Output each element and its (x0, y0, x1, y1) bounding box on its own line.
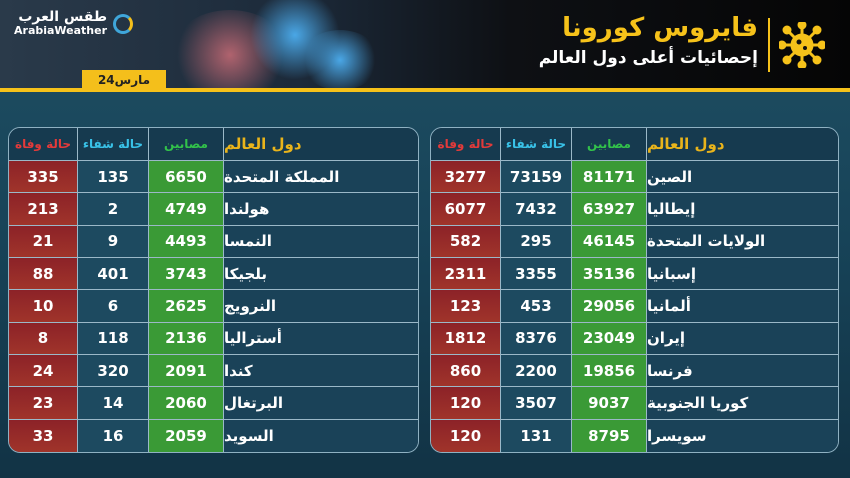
infected-cell: 6650 (149, 161, 224, 194)
recovered-cell: 401 (78, 257, 149, 291)
country-cell: فرنسا (647, 354, 838, 388)
recovered-cell: 3355 (501, 257, 572, 291)
recovered-cell: 3507 (501, 387, 572, 420)
header-infected: مصابين (149, 128, 224, 161)
deaths-cell: 24 (9, 354, 78, 388)
country-cell: إسبانيا (647, 257, 838, 291)
infected-cell: 3743 (149, 257, 224, 291)
deaths-cell: 88 (9, 257, 78, 291)
recovered-cell: 8376 (501, 322, 572, 355)
recovered-cell: 453 (501, 290, 572, 323)
recovered-cell: 14 (78, 387, 149, 420)
deaths-cell: 123 (431, 290, 501, 323)
infected-cell: 2625 (149, 290, 224, 323)
deaths-cell: 860 (431, 354, 501, 388)
country-cell: كوريا الجنوبية (647, 387, 838, 420)
country-cell: سويسرا (647, 419, 838, 452)
recovered-cell: 2200 (501, 354, 572, 388)
header-recovered: حالة شفاء (501, 128, 572, 161)
infected-cell: 4493 (149, 225, 224, 258)
deaths-cell: 120 (431, 387, 501, 420)
infected-cell: 9037 (572, 387, 647, 420)
sun-swirl-icon (113, 14, 134, 34)
stats-table-right: حالة وفاة حالة شفاء مصابين دول العالم 3277 73… (430, 127, 839, 453)
deaths-cell: 3277 (431, 161, 501, 194)
country-cell: النرويج (224, 290, 418, 323)
infected-cell: 35136 (572, 257, 647, 291)
deaths-cell: 120 (431, 419, 501, 452)
infected-cell: 29056 (572, 290, 647, 323)
infected-cell: 19856 (572, 354, 647, 388)
recovered-cell: 7432 (501, 193, 572, 226)
country-cell: أستراليا (224, 322, 418, 355)
date-badge: 24مارس (82, 70, 166, 90)
recovered-cell: 16 (78, 419, 149, 452)
logo-english: ArabiaWeather (14, 24, 108, 37)
country-cell: هولندا (224, 193, 418, 226)
header-country: دول العالم (647, 128, 838, 161)
infected-cell: 2136 (149, 322, 224, 355)
virus-icon (779, 22, 825, 68)
infected-cell: 46145 (572, 225, 647, 258)
deaths-cell: 1812 (431, 322, 501, 355)
deaths-cell: 33 (9, 419, 78, 452)
banner-image (300, 30, 380, 88)
deaths-cell: 582 (431, 225, 501, 258)
header-infected: مصابين (572, 128, 647, 161)
country-cell: بلجيكا (224, 257, 418, 291)
infected-cell: 23049 (572, 322, 647, 355)
deaths-cell: 2311 (431, 257, 501, 291)
infected-cell: 8795 (572, 419, 647, 452)
country-cell: إيران (647, 322, 838, 355)
recovered-cell: 9 (78, 225, 149, 258)
page-subtitle: إحصائيات أعلى دول العالم (538, 48, 758, 68)
deaths-cell: 23 (9, 387, 78, 420)
infected-cell: 81171 (572, 161, 647, 194)
recovered-cell: 73159 (501, 161, 572, 194)
country-cell: ألمانيا (647, 290, 838, 323)
header-recovered: حالة شفاء (78, 128, 149, 161)
country-cell: الولايات المتحدة (647, 225, 838, 258)
recovered-cell: 2 (78, 193, 149, 226)
recovered-cell: 135 (78, 161, 149, 194)
page-title: فايروس كورونا (562, 13, 758, 43)
infected-cell: 4749 (149, 193, 224, 226)
country-cell: إيطاليا (647, 193, 838, 226)
deaths-cell: 213 (9, 193, 78, 226)
deaths-cell: 8 (9, 322, 78, 355)
deaths-cell: 6077 (431, 193, 501, 226)
deaths-cell: 21 (9, 225, 78, 258)
infected-cell: 2059 (149, 419, 224, 452)
country-cell: البرتغال (224, 387, 418, 420)
recovered-cell: 6 (78, 290, 149, 323)
header-deaths: حالة وفاة (9, 128, 78, 161)
arabiaweather-logo: طقس العرب ArabiaWeather (14, 9, 134, 38)
recovered-cell: 295 (501, 225, 572, 258)
country-cell: كندا (224, 354, 418, 388)
stats-table-left: حالة وفاة حالة شفاء مصابين دول العالم 335 135… (8, 127, 419, 453)
header-underline (0, 88, 850, 92)
logo-arabic: طقس العرب (18, 9, 108, 25)
deaths-cell: 10 (9, 290, 78, 323)
infected-cell: 63927 (572, 193, 647, 226)
infected-cell: 2060 (149, 387, 224, 420)
recovered-cell: 118 (78, 322, 149, 355)
country-cell: المملكة المتحدة (224, 161, 418, 194)
infected-cell: 2091 (149, 354, 224, 388)
country-cell: الصين (647, 161, 838, 194)
title-divider (768, 18, 770, 72)
header-deaths: حالة وفاة (431, 128, 501, 161)
deaths-cell: 335 (9, 161, 78, 194)
recovered-cell: 131 (501, 419, 572, 452)
country-cell: النمسا (224, 225, 418, 258)
header-country: دول العالم (224, 128, 418, 161)
recovered-cell: 320 (78, 354, 149, 388)
country-cell: السويد (224, 419, 418, 452)
